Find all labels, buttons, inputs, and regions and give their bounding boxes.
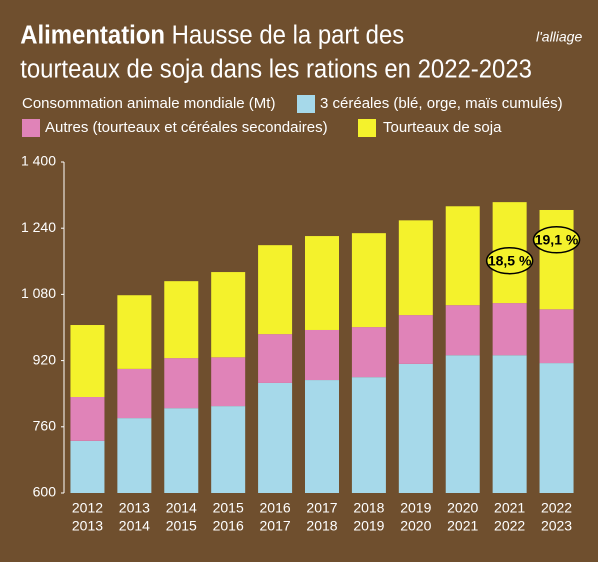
bar-segment — [211, 406, 246, 493]
x-tick-label: 2020 — [400, 518, 431, 534]
y-tick-label: 1 240 — [21, 219, 56, 235]
title-bold: Alimentation — [20, 20, 165, 49]
bar-segment — [305, 236, 339, 330]
legend-swatch — [358, 119, 376, 137]
bar-segment — [305, 380, 339, 493]
bar-segment — [492, 355, 527, 493]
bar-segment — [539, 309, 574, 364]
x-tick-label: 2018 — [353, 500, 384, 516]
bar-segment — [351, 377, 386, 493]
annotation: 18,5 % — [488, 252, 532, 268]
x-tick-label: 2015 — [213, 500, 244, 516]
bar-segment — [305, 329, 339, 381]
x-tick-label: 2018 — [306, 518, 337, 534]
bar-segment — [445, 206, 480, 306]
y-axis-label: Consommation animale mondiale (Mt) — [22, 95, 275, 112]
bar-segment — [117, 418, 152, 493]
legend-swatch — [22, 119, 40, 137]
legend-label: Autres (tourteaux et céréales secondaire… — [45, 119, 328, 136]
annotation-badge — [485, 246, 534, 275]
bar-segment — [492, 303, 527, 356]
x-tick-label: 2022 — [494, 518, 525, 534]
bar-segment — [258, 245, 293, 335]
bar-segment — [70, 397, 105, 441]
x-tick-label: 2023 — [541, 518, 572, 534]
y-tick-label: 1 400 — [21, 153, 56, 169]
logo: l'alliage — [536, 29, 582, 45]
bar-segment — [445, 355, 480, 493]
legend-label: Tourteaux de soja — [383, 119, 502, 136]
x-tick-label: 2017 — [306, 500, 337, 516]
bar-segment — [258, 382, 293, 493]
x-tick-label: 2014 — [166, 500, 197, 516]
bar-segment — [211, 272, 246, 358]
x-tick-label: 2015 — [166, 518, 197, 534]
bar-segment — [164, 281, 199, 359]
bar-segment — [164, 358, 199, 409]
x-tick-label: 2020 — [447, 500, 478, 516]
bar-segment — [70, 325, 105, 398]
x-tick-label: 2017 — [260, 518, 291, 534]
x-tick-label: 2016 — [260, 500, 291, 516]
legend-swatch — [297, 95, 315, 113]
bar-segment — [445, 305, 480, 356]
y-tick-label: 1 080 — [21, 285, 56, 301]
bar-segment — [398, 220, 433, 316]
x-tick-label: 2021 — [447, 518, 478, 534]
bar-segment — [117, 368, 152, 419]
title-line: Hausse de la part des — [172, 20, 405, 49]
bar-segment — [211, 357, 246, 407]
bar-segment — [539, 209, 574, 310]
y-tick-label: 760 — [33, 418, 57, 434]
legend-label: 3 céréales (blé, orge, maïs cumulés) — [320, 95, 563, 112]
annotation-badge — [532, 226, 581, 254]
bar-segment — [539, 363, 574, 493]
x-tick-label: 2019 — [400, 500, 431, 516]
y-tick-label: 600 — [33, 484, 57, 500]
bar-segment — [351, 327, 386, 378]
x-tick-label: 2016 — [213, 518, 244, 534]
bar-segment — [70, 440, 105, 493]
bar-segment — [398, 363, 433, 493]
bar-segment — [258, 334, 293, 383]
bar-segment — [117, 295, 152, 369]
annotation: 19,1 % — [535, 231, 579, 247]
bar-segment — [398, 315, 433, 364]
x-tick-label: 2012 — [72, 500, 103, 516]
x-tick-label: 2022 — [541, 500, 572, 516]
bar-segment — [351, 233, 386, 328]
x-tick-label: 2013 — [72, 518, 103, 534]
x-tick-label: 2013 — [119, 500, 150, 516]
x-tick-label: 2021 — [494, 500, 525, 516]
title-line: tourteaux de soja dans les rations en 20… — [20, 54, 532, 83]
chart-title: Alimentation Hausse de la part des tourt… — [20, 20, 532, 83]
bar-segment — [164, 408, 199, 493]
x-tick-label: 2014 — [119, 518, 150, 534]
x-tick-label: 2019 — [353, 518, 384, 534]
y-tick-label: 920 — [33, 351, 57, 367]
